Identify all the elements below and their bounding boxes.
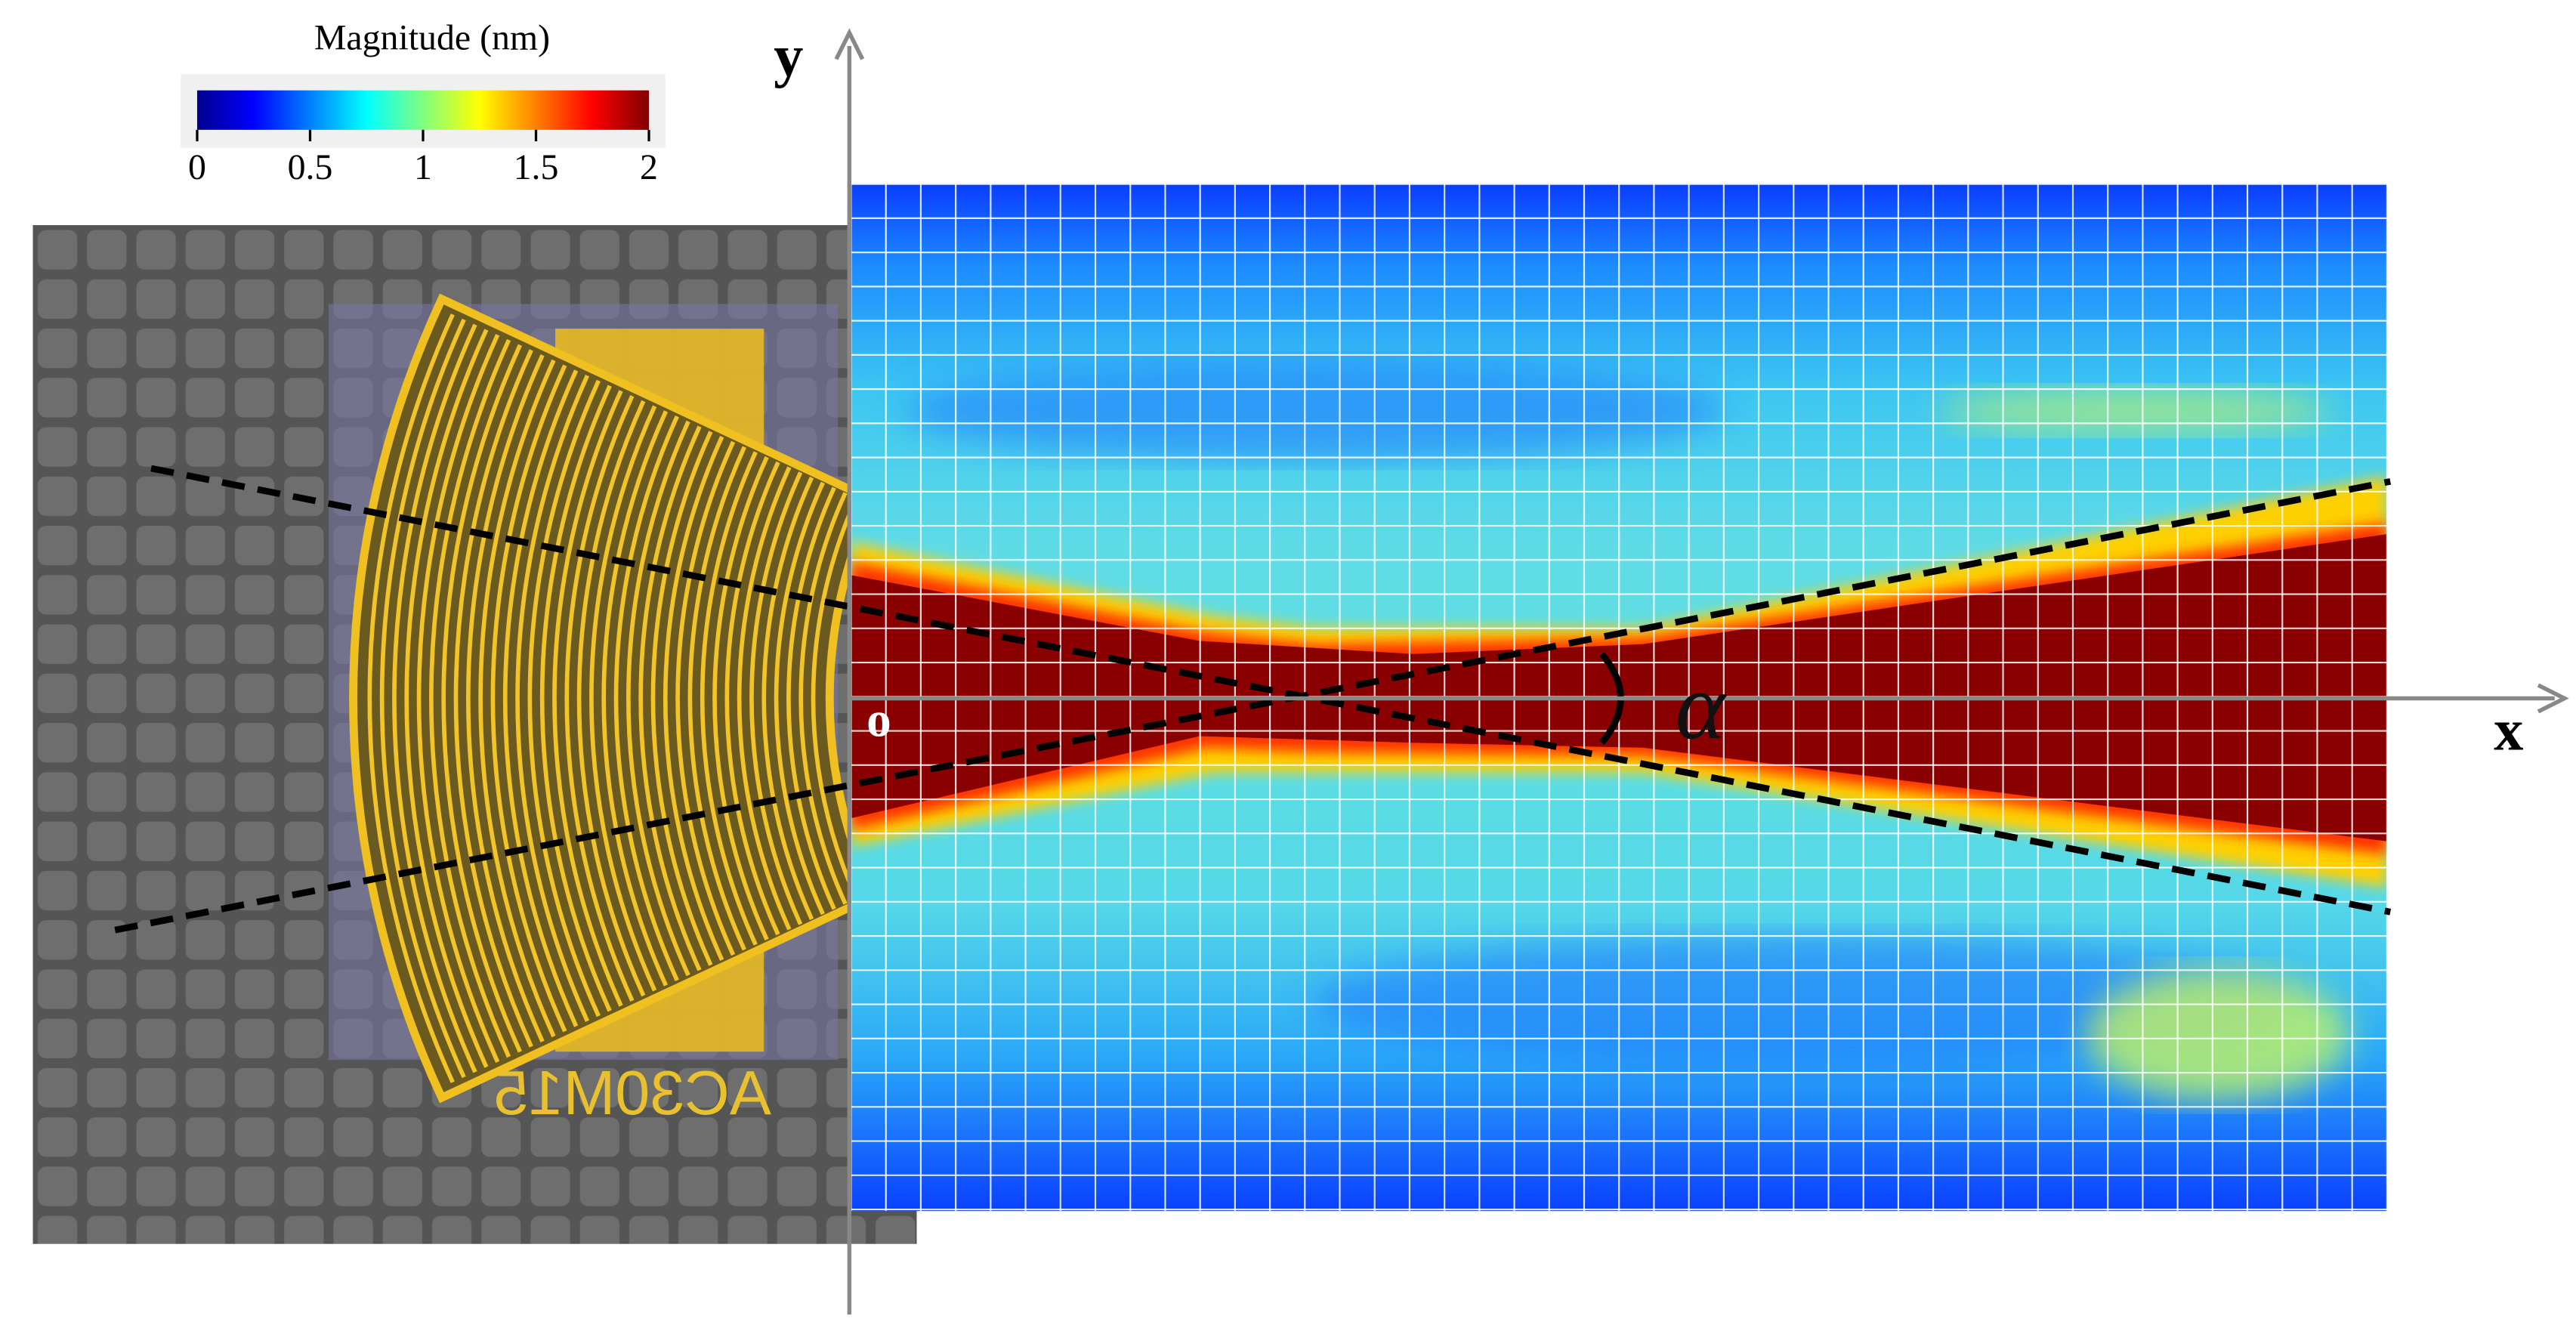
finger [478,359,556,1038]
finger [589,405,657,992]
angle-label: α [1676,654,1728,759]
colorbar [196,90,650,130]
colorbar-title: Magnitude (nm) [314,17,550,57]
finger [626,420,690,977]
finger [453,349,533,1048]
colorbar-tick-label: 0 [188,147,206,187]
y-arrow [834,28,865,60]
finger [527,379,601,1018]
finger [811,496,859,900]
x-label: x [2494,697,2523,763]
fan-body [349,293,879,1104]
x-arrow [2537,683,2569,714]
beam-edge [114,478,2392,934]
finger [761,476,814,921]
finger [675,440,736,956]
finger [737,466,792,931]
chip-label: AC30M15 [494,1058,771,1128]
finger [650,431,713,966]
finger [515,375,590,1022]
finger [465,354,545,1042]
finger [392,323,477,1073]
finger [749,471,803,925]
finger [404,329,489,1068]
finger [724,461,780,936]
finger [502,369,579,1027]
finger [429,338,511,1058]
finger [613,415,679,981]
y-label: y [774,23,803,89]
finger [441,344,522,1053]
finger [687,446,746,951]
finger [663,436,724,962]
finger [601,410,669,987]
finger [576,400,646,997]
finger [564,395,635,1002]
finger [712,456,769,941]
finger [798,492,848,905]
finger [490,364,567,1033]
finger [774,481,825,916]
finger [379,318,466,1079]
origin-label: o [866,693,891,747]
colorbar-tick-label: 2 [640,147,658,187]
colorbar-tick-label: 1 [414,147,432,187]
colorbar-tick-label: 1.5 [514,147,559,187]
finger [552,390,623,1007]
finger [638,425,702,971]
finger [539,384,612,1012]
finger [416,334,500,1063]
finger [700,451,758,946]
finger [367,313,455,1083]
beam-edge [150,465,2392,916]
finger [786,486,836,910]
transducer [349,293,879,1104]
colorbar-tick-label: 0.5 [288,147,333,187]
